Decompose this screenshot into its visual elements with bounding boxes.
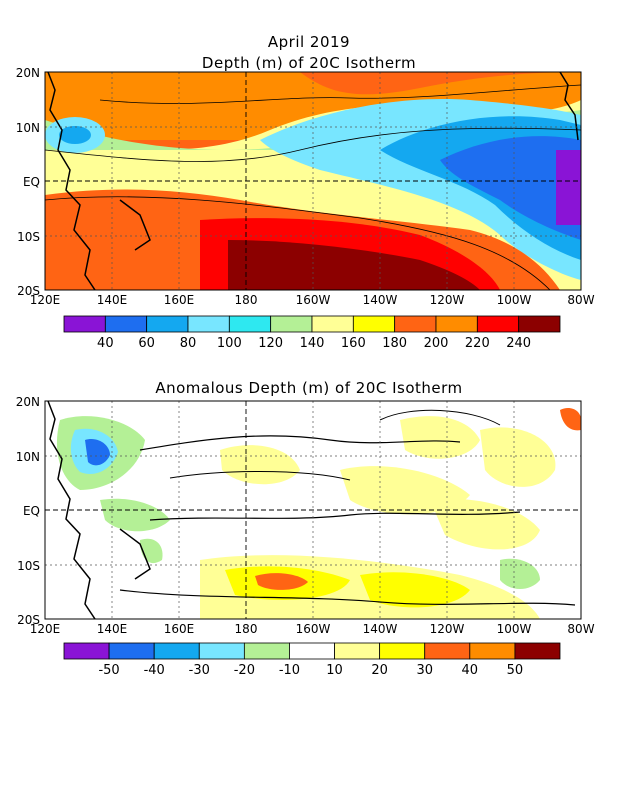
map1-colorbar-label: 60 <box>138 336 155 351</box>
map1-colorbar-label: 240 <box>506 336 531 351</box>
map1-colorbar-swatch <box>146 315 189 333</box>
map2-x-tick: 140E <box>97 622 128 636</box>
map2-colorbar <box>63 642 561 660</box>
map2-colorbar-label: 30 <box>416 663 433 678</box>
map1-x-tick: 180 <box>235 293 258 307</box>
map1-frame <box>44 71 582 291</box>
map1-gridlines <box>45 72 581 290</box>
map2-colorbar-label: -20 <box>234 663 255 678</box>
map1-colorbar-swatch <box>352 315 396 333</box>
map1-colorbar-label: 100 <box>217 336 242 351</box>
map1-colorbar-swatch <box>394 315 437 333</box>
map1-colorbar-swatch <box>63 315 106 333</box>
map2-x-tick: 100W <box>497 622 532 636</box>
map2-colorbar-label: -50 <box>98 663 119 678</box>
map1-colorbar-swatch <box>228 315 272 333</box>
map2-x-tick: 120W <box>430 622 465 636</box>
map1-colorbar-label: 220 <box>465 336 490 351</box>
map1-reference-lines <box>45 72 581 290</box>
map2-colorbar-swatch <box>469 642 516 660</box>
map1-colorbar-swatch <box>270 315 313 333</box>
map1-colorbar-labels: 40 60 80 100 120 140 160 180 200 220 240 <box>97 336 531 351</box>
map2-x-tick: 80W <box>567 622 594 636</box>
map1-x-tick-labels: 120E 140E 160E 180 160W 140W 120W 100W 8… <box>30 293 595 307</box>
map1-colorbar-label: 160 <box>341 336 366 351</box>
map1-x-tick: 160E <box>164 293 195 307</box>
map1-colorbar-label: 140 <box>300 336 325 351</box>
map1-colorbar-label: 200 <box>424 336 449 351</box>
map2-y-tick: 20N <box>16 395 40 409</box>
map2-colorbar-swatch <box>108 642 155 660</box>
map2-title: Anomalous Depth (m) of 20C Isotherm <box>155 379 463 397</box>
map2-x-tick: 120E <box>30 622 61 636</box>
map2-colorbar-swatch <box>243 642 290 660</box>
map2-colorbar-label: -30 <box>189 663 210 678</box>
map2-colorbar-swatch <box>424 642 471 660</box>
map1-colorbar-swatch <box>435 315 478 333</box>
map1-colorbar-swatch <box>518 315 561 333</box>
map1-colorbar-swatch <box>187 315 230 333</box>
map2-colorbar-swatch <box>198 642 245 660</box>
map2-colorbar-label: 50 <box>507 663 524 678</box>
map1-y-tick: 20N <box>16 66 40 80</box>
map2-x-tick: 180 <box>235 622 258 636</box>
map1-x-tick: 100W <box>497 293 532 307</box>
map2-colorbar-swatch <box>514 642 561 660</box>
map1-x-tick: 80W <box>567 293 594 307</box>
map2-x-tick: 140W <box>363 622 398 636</box>
map1-title-line2: Depth (m) of 20C Isotherm <box>201 54 417 72</box>
map2-colorbar-swatch <box>289 642 335 660</box>
map2-x-tick: 160W <box>296 622 331 636</box>
map1-y-tick: 10N <box>16 121 40 135</box>
map1-x-tick: 120E <box>30 293 61 307</box>
map2-x-tick: 160E <box>164 622 195 636</box>
map1-x-tick: 140E <box>97 293 128 307</box>
map1-colorbar-swatch <box>476 315 520 333</box>
map2-reference-lines <box>45 401 581 619</box>
map1-y-tick: EQ <box>23 175 40 189</box>
map2-frame <box>44 400 582 620</box>
map2-colorbar-label: -10 <box>279 663 300 678</box>
map2-gridlines <box>45 401 581 619</box>
map1-y-tick: 10S <box>17 230 40 244</box>
map1-colorbar-label: 180 <box>382 336 407 351</box>
map1-colorbar-label: 80 <box>180 336 197 351</box>
map1-colorbar-swatch <box>311 315 354 333</box>
map2-colorbar-swatch <box>379 642 426 660</box>
map2-colorbar-label: -40 <box>144 663 165 678</box>
map2-y-tick: EQ <box>23 504 40 518</box>
map1-x-tick: 120W <box>430 293 465 307</box>
map1-colorbar-swatch <box>104 315 148 333</box>
map2-colorbar-label: 40 <box>462 663 479 678</box>
map2-colorbar-label: 10 <box>326 663 343 678</box>
map1-x-tick: 140W <box>363 293 398 307</box>
map2-colorbar-labels: -50 -40 -30 -20 -10 10 20 30 40 50 <box>98 663 523 678</box>
map1-colorbar-label: 120 <box>258 336 283 351</box>
map2-colorbar-label: 20 <box>371 663 388 678</box>
map1-x-tick: 160W <box>296 293 331 307</box>
map1-title-line1: April 2019 <box>267 33 351 51</box>
map2-y-tick: 10N <box>16 450 40 464</box>
map2-colorbar-swatch <box>153 642 200 660</box>
map2-colorbar-swatch <box>334 642 381 660</box>
map2-colorbar-swatch <box>63 642 110 660</box>
map2-y-tick: 10S <box>17 559 40 573</box>
map2-y-tick: 20S <box>17 613 40 627</box>
map2-y-tick-labels: 20N 10N EQ 10S 20S <box>16 395 40 627</box>
map1-y-tick-labels: 20N 10N EQ 10S 20S <box>16 66 40 298</box>
map2-x-tick-labels: 120E 140E 160E 180 160W 140W 120W 100W 8… <box>30 622 595 636</box>
map1-y-tick: 20S <box>17 284 40 298</box>
map1-colorbar <box>63 315 561 333</box>
map1-colorbar-label: 40 <box>97 336 114 351</box>
